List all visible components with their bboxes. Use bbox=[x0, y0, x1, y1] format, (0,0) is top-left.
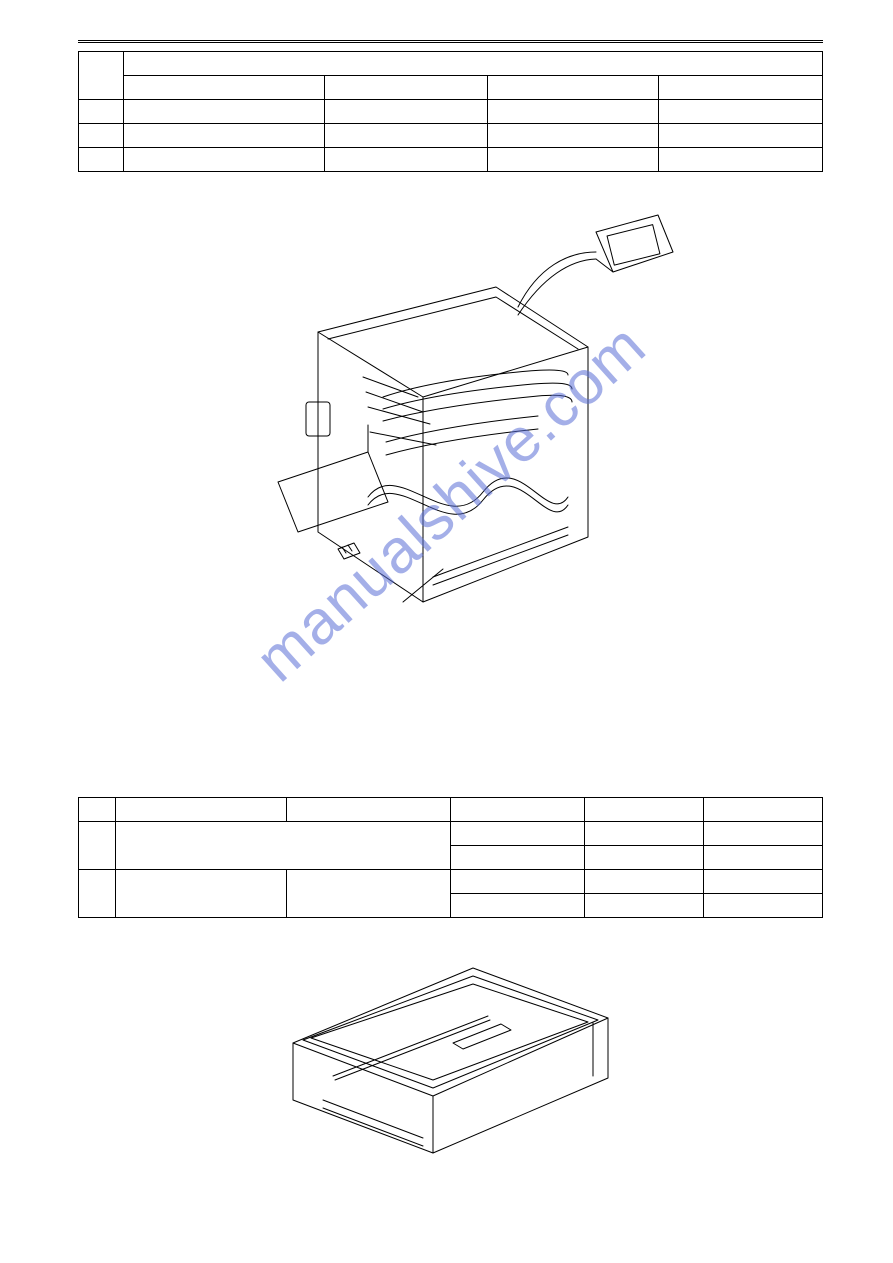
printer-device-illustration bbox=[218, 197, 678, 627]
cell bbox=[703, 822, 822, 846]
cell bbox=[659, 124, 823, 148]
paper-tray-illustration bbox=[263, 948, 633, 1158]
cell bbox=[450, 846, 584, 870]
table-row bbox=[79, 52, 823, 76]
cell bbox=[79, 52, 124, 100]
table-row bbox=[79, 76, 823, 100]
cell bbox=[79, 870, 116, 918]
cell bbox=[450, 870, 584, 894]
cell bbox=[703, 798, 822, 822]
cell bbox=[488, 100, 659, 124]
cell bbox=[123, 52, 822, 76]
cell bbox=[584, 870, 703, 894]
cell bbox=[659, 100, 823, 124]
table-row bbox=[79, 822, 823, 846]
cell bbox=[450, 798, 584, 822]
cell bbox=[324, 76, 488, 100]
cell bbox=[116, 798, 287, 822]
cell bbox=[123, 100, 324, 124]
cell bbox=[703, 894, 822, 918]
cell bbox=[703, 870, 822, 894]
cell bbox=[79, 124, 124, 148]
cell bbox=[79, 148, 124, 172]
cell bbox=[488, 76, 659, 100]
cell bbox=[584, 822, 703, 846]
cell bbox=[584, 798, 703, 822]
cell bbox=[287, 798, 451, 822]
cell bbox=[584, 894, 703, 918]
cell bbox=[123, 148, 324, 172]
table-2 bbox=[78, 797, 823, 918]
figure-1-container bbox=[78, 197, 823, 637]
header-double-rule bbox=[78, 40, 823, 43]
cell bbox=[324, 148, 488, 172]
cell bbox=[116, 822, 451, 870]
table-row bbox=[79, 124, 823, 148]
cell bbox=[659, 76, 823, 100]
figure-2-container bbox=[78, 948, 823, 1198]
table-1 bbox=[78, 51, 823, 172]
cell bbox=[584, 846, 703, 870]
table-row bbox=[79, 100, 823, 124]
cell bbox=[488, 148, 659, 172]
table-row bbox=[79, 148, 823, 172]
cell bbox=[287, 870, 451, 918]
cell bbox=[324, 124, 488, 148]
cell bbox=[659, 148, 823, 172]
cell bbox=[450, 894, 584, 918]
cell bbox=[703, 846, 822, 870]
table-row bbox=[79, 798, 823, 822]
cell bbox=[324, 100, 488, 124]
cell bbox=[123, 76, 324, 100]
cell bbox=[79, 798, 116, 822]
cell bbox=[116, 870, 287, 918]
page-container: manualshive.com bbox=[78, 40, 823, 1198]
cell bbox=[79, 100, 124, 124]
cell bbox=[488, 124, 659, 148]
cell bbox=[79, 822, 116, 870]
cell bbox=[450, 822, 584, 846]
table-row bbox=[79, 870, 823, 894]
cell bbox=[123, 124, 324, 148]
